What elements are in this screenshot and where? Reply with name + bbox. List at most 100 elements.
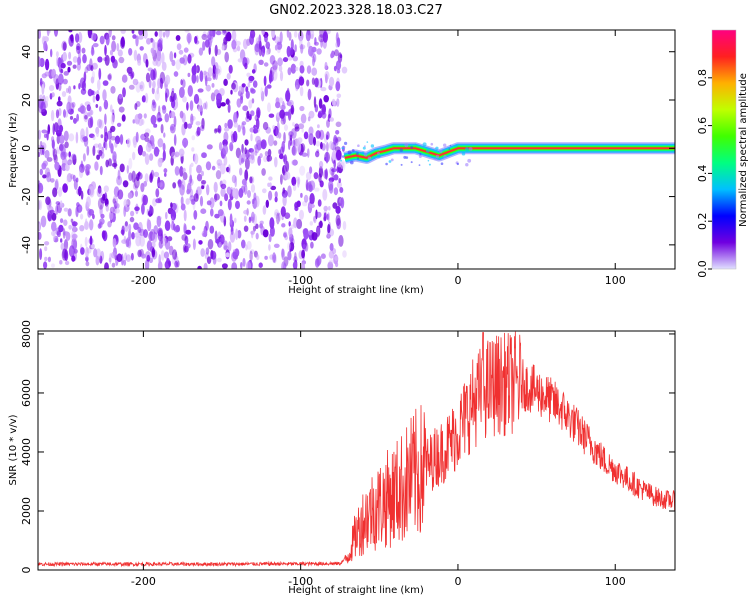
noise-blob [308,229,312,236]
noise-blob [92,43,99,48]
noise-blob [128,84,135,90]
noise-blob [116,203,120,209]
noise-blob [237,229,242,239]
noise-blob [255,135,261,144]
noise-blob [86,145,90,156]
noise-blob [55,109,60,119]
noise-blob [103,99,109,110]
noise-blob [247,82,251,88]
noise-blob [91,243,95,249]
noise-blob [192,238,196,251]
noise-blob [335,149,342,161]
noise-blob [333,65,337,72]
colorbar-tick-label: 0.4 [696,165,709,183]
noise-blob [97,223,102,229]
noise-blob [55,125,62,134]
noise-blob [301,128,304,133]
noise-blob [189,164,192,176]
noise-blob [336,165,339,173]
noise-blob [222,30,227,34]
noise-blob [308,110,315,119]
noise-blob [135,131,139,143]
noise-blob [308,133,314,146]
noise-blob [164,172,167,177]
noise-blob [292,56,298,62]
noise-blob [328,250,335,259]
noise-blob [146,38,151,45]
noise-blob [214,213,220,219]
noise-blob [302,201,308,207]
x-tick-label: -100 [288,274,313,287]
noise-blob [124,252,128,261]
noise-blob [170,111,176,119]
noise-blob [269,73,274,82]
noise-blob [288,221,291,227]
noise-blob [118,56,125,64]
noise-blob [313,41,319,46]
noise-blob [248,216,252,223]
noise-blob [307,116,311,122]
noise-blob [149,204,153,215]
noise-blob [113,203,117,216]
trace-speckle [370,144,375,148]
noise-blob [51,221,57,232]
noise-blob [249,33,255,46]
noise-blob [286,30,290,38]
trace-speckle [435,146,439,150]
noise-blob [323,212,327,222]
noise-blob [244,147,247,155]
noise-blob [308,203,315,209]
noise-blob [38,199,43,211]
noise-blob [266,84,272,89]
noise-blob [196,126,201,136]
noise-blob [93,143,100,148]
noise-blob [229,231,236,243]
noise-blob [68,245,75,258]
noise-blob [333,159,337,169]
noise-blob [336,68,341,74]
noise-blob [58,96,61,102]
noise-blob [97,118,102,128]
noise-blob [250,184,256,193]
noise-blob [170,90,175,103]
trace-band-4 [344,147,675,159]
noise-blob [90,65,94,72]
noise-blob [85,126,89,138]
noise-blob [320,38,323,48]
noise-blob [173,71,179,77]
noise-blob [260,139,267,150]
noise-blob [158,37,163,45]
noise-blob [196,75,199,83]
noise-blob [271,30,276,39]
noise-blob [82,54,87,64]
noise-blob [327,261,334,269]
noise-blob [266,155,273,162]
noise-blob [213,181,218,193]
noise-blob [123,205,127,217]
noise-blob [85,246,89,259]
noise-blob [123,199,128,208]
noise-blob [48,198,52,209]
noise-blob [148,78,152,89]
noise-blob [157,138,164,148]
noise-blob [119,163,125,173]
noise-blob [117,169,121,181]
trace-speckle [434,158,437,161]
noise-blob [247,190,251,198]
noise-blob [95,248,102,260]
noise-blob [147,67,153,72]
noise-blob [60,238,63,243]
noise-blob [84,236,88,247]
noise-blob [241,83,246,88]
noise-blob [126,236,131,247]
colorbar-tick-label: 0.8 [696,69,709,87]
noise-blob [205,161,212,171]
colorbar-tick-label: 0.2 [696,212,709,230]
noise-blob [77,31,83,44]
noise-blob [126,165,129,174]
spectrogram-x-ticks: -200 -100 0 100 [131,30,626,287]
noise-blob [327,223,331,234]
noise-blob [153,123,158,128]
noise-blob [132,78,139,86]
